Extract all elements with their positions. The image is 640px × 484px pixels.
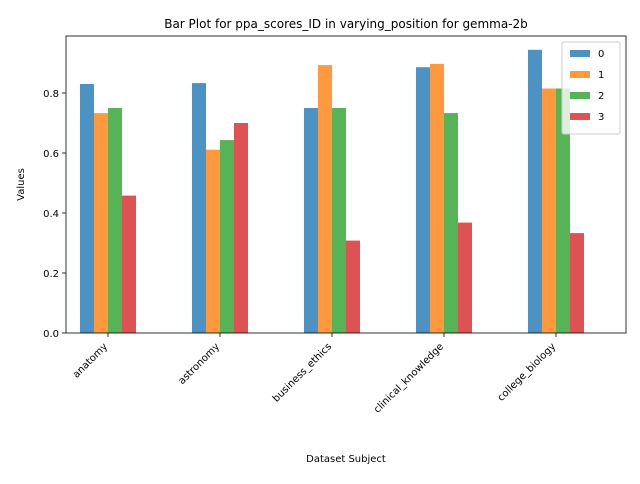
bar-anatomy-series-2 [108, 108, 122, 333]
legend-swatch-3 [570, 113, 590, 120]
bar-college_biology-series-1 [542, 88, 556, 333]
chart-title: Bar Plot for ppa_scores_ID in varying_po… [164, 17, 528, 31]
y-tick-label: 0.6 [43, 149, 59, 160]
bar-anatomy-series-1 [94, 113, 108, 333]
bar-astronomy-series-1 [206, 149, 220, 333]
bars-layer [80, 49, 584, 334]
legend-label-3: 3 [598, 112, 604, 123]
legend: 0 1 2 3 [561, 41, 621, 135]
bar-college_biology-series-2 [556, 88, 570, 333]
bar-clinical_knowledge-series-1 [430, 63, 444, 334]
legend-label-1: 1 [598, 70, 604, 81]
legend-label-2: 2 [598, 91, 604, 102]
axes-frame [65, 35, 627, 334]
legend-swatch-1 [570, 71, 590, 78]
y-ticks: 0.0 0.2 0.4 0.6 0.8 [43, 89, 66, 340]
y-tick-label: 0.0 [43, 329, 59, 340]
bar-clinical_knowledge-series-2 [444, 113, 458, 333]
bar-college_biology-series-3 [570, 233, 584, 333]
legend-box [561, 41, 621, 135]
legend-label-0: 0 [598, 49, 604, 60]
bar-anatomy-series-0 [80, 84, 94, 333]
bar-astronomy-series-3 [234, 123, 248, 333]
legend-swatch-2 [570, 92, 590, 99]
y-tick-label: 0.2 [43, 269, 59, 280]
bar-business_ethics-series-3 [346, 240, 360, 333]
bar-anatomy-series-3 [122, 195, 136, 333]
bar-astronomy-series-2 [220, 140, 234, 333]
bar-clinical_knowledge-series-0 [416, 67, 430, 333]
bar-business_ethics-series-0 [304, 108, 318, 333]
bar-astronomy-series-0 [192, 83, 206, 333]
x-axis-label: Dataset Subject [306, 454, 386, 465]
legend-swatch-0 [570, 50, 590, 57]
y-tick-label: 0.8 [43, 89, 59, 100]
bar-business_ethics-series-1 [318, 65, 332, 333]
bar-clinical_knowledge-series-3 [458, 222, 472, 333]
y-tick-label: 0.4 [43, 209, 59, 220]
bar-business_ethics-series-2 [332, 108, 346, 333]
bar-college_biology-series-0 [528, 49, 542, 334]
y-axis-label: Values [16, 168, 27, 201]
